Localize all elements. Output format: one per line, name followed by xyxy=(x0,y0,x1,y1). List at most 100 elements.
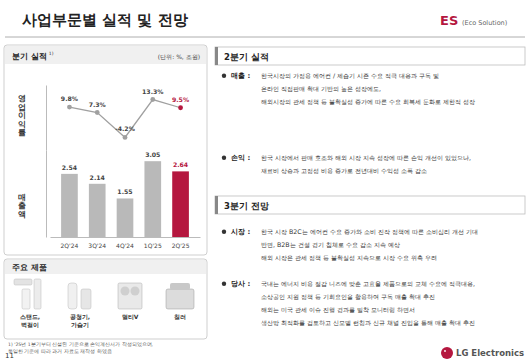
x-tick-label: 2Q'25 xyxy=(172,242,190,249)
chart-header-bg xyxy=(5,46,206,64)
bullet-text: 한국시장의 가정용 에어컨 / 제습기 시즌 수요 적극 대응과 구독 및 xyxy=(261,72,439,79)
logo-mark xyxy=(441,347,453,359)
bar xyxy=(117,198,134,237)
bullet-label: 손익 : xyxy=(231,154,250,162)
footnote: 동일한 기준에 따라 과거 자료도 재작성 하였음 xyxy=(8,349,112,354)
chart-panel xyxy=(4,45,207,255)
icon xyxy=(170,283,190,290)
brand: LG Electronics xyxy=(456,348,524,358)
x-tick: 2Q'25 xyxy=(172,237,190,249)
bullet-text: 한국 시장에서 판매 호조와 해외 시장 지속 성장에 따른 손익 개선이 있었… xyxy=(261,154,471,161)
chart-subtitle: (단위: %, 조원) xyxy=(158,53,200,60)
product-label: 스탠드, xyxy=(20,313,40,320)
marker xyxy=(150,97,155,102)
data-labels: 2.54 2.14 1.55 3.05 2.64 9.8% 7.3% -4.2% 13.3% 9.… xyxy=(61,88,189,196)
background xyxy=(0,0,530,363)
x-tick: 4Q'24 xyxy=(116,237,134,249)
x-tick-label: 2Q'24 xyxy=(61,242,79,249)
bullet-text: 국내는 에너지 비용 절감 니즈에 맞춘 고효율 제품으로의 교체 수요에 적극… xyxy=(261,280,475,287)
bullet-text: 해외는 미국 관세 이슈 진행 경과를 밀착 모니터링 하면서 xyxy=(261,306,415,313)
icon xyxy=(131,287,140,296)
bar-label: 2.54 xyxy=(62,164,78,171)
icon xyxy=(166,289,194,309)
x-tick-label: 3Q'24 xyxy=(88,242,106,249)
bullet-text: 온라인 직접판매 확대 기반의 높은 성장에도, xyxy=(261,85,381,92)
product-label: 공청기, xyxy=(70,313,90,320)
axis-line xyxy=(46,86,47,151)
footnote: 1) '25년 1분기부터 신설된 기준으로 손익계산서가 작성되었으며, xyxy=(8,342,154,347)
title-note: 1) xyxy=(49,51,54,56)
icon xyxy=(68,283,77,309)
line-label: 13.3% xyxy=(142,88,163,95)
bar-label: 2.64 xyxy=(173,161,189,168)
icon xyxy=(81,289,91,309)
x-tick-label: 4Q'24 xyxy=(116,242,134,249)
section-header-box xyxy=(215,47,525,65)
slide: 사업부문별 실적 및 전망ES(Eco Solution)분기 실적1)(단위:… xyxy=(0,0,530,363)
division-full: (Eco Solution) xyxy=(462,19,507,27)
bullet xyxy=(222,282,226,286)
bullet-label: 시장 : xyxy=(231,228,250,236)
product-icons xyxy=(14,279,194,309)
bullet-text: 해외시장의 관세 정책 등 불확실성 증가에 따른 수요 회복세 둔화로 제한적… xyxy=(261,98,475,105)
bars xyxy=(61,161,189,237)
icon xyxy=(118,283,142,309)
bullet-text: 생산망 최적화를 검토하고 신모델 런칭과 신규 채널 진입을 통해 매출 확대… xyxy=(261,319,475,326)
x-tick: 2Q'24 xyxy=(61,237,79,249)
axis-line xyxy=(46,151,47,238)
line xyxy=(69,100,180,138)
bar xyxy=(144,161,161,237)
line-label: 9.8% xyxy=(61,95,78,102)
section-title: 2분기 실적 xyxy=(224,52,269,62)
bar xyxy=(172,171,189,237)
logo-eye xyxy=(444,350,446,352)
x-tick: 3Q'24 xyxy=(88,237,106,249)
x-tick: 1Q'25 xyxy=(144,237,162,249)
products-header-bg xyxy=(5,260,206,274)
bar xyxy=(61,174,78,237)
icon xyxy=(34,279,41,309)
bullet xyxy=(222,230,226,234)
marker xyxy=(95,110,100,115)
series-label: 매출액 xyxy=(18,193,26,219)
bar-label: 3.05 xyxy=(145,151,160,158)
line-label: 9.5% xyxy=(172,96,189,103)
marker xyxy=(178,105,183,110)
product-label: 벽걸이 xyxy=(21,321,39,329)
section-header-box xyxy=(215,196,525,214)
series-label: 영업이익률 xyxy=(18,94,26,137)
icon xyxy=(121,287,130,296)
x-tick-label: 1Q'25 xyxy=(144,242,162,249)
icon xyxy=(14,279,32,285)
bar-label: 2.14 xyxy=(90,174,106,181)
line-series xyxy=(67,97,183,140)
bullet-text: 반면, B2B는 건설 경기 침체로 수요 감소 지속 예상 xyxy=(261,241,400,248)
line-label: -4.2% xyxy=(115,125,135,132)
product-label: 칠러 xyxy=(174,313,186,320)
products-panel xyxy=(4,259,207,339)
section-header-accent xyxy=(215,196,218,214)
section-title: 3분기 전망 xyxy=(224,201,269,211)
y2-axis xyxy=(46,86,47,151)
slide-title: 사업부문별 실적 및 전망 xyxy=(22,11,188,29)
products-title: 주요 제품 xyxy=(12,263,47,272)
page-number: 11 xyxy=(5,352,14,360)
product-label: 가습기 xyxy=(71,321,89,329)
x-axis: 2Q'24 3Q'24 4Q'24 1Q'25 2Q'25 xyxy=(51,237,201,249)
bullet xyxy=(222,74,226,78)
bullet-label: 매출 : xyxy=(231,72,250,80)
bar-label: 1.55 xyxy=(117,188,132,195)
icon xyxy=(22,289,30,309)
bullet-text: 소상공인 지원 정책 등 기회요인을 활용하여 구독 매출 확대 추진 xyxy=(261,293,435,300)
bullet-text: 한국 시장 B2C는 에어컨 수요 증가와 소비 진작 정책에 따른 소비심리 … xyxy=(261,228,478,235)
bullet xyxy=(222,156,226,160)
y-axis xyxy=(46,151,47,238)
bullet-text: 해외 시장은 관세 정책 등 불확실성 지속으로 시장 수요 위축 우려 xyxy=(261,254,437,261)
chart-title: 분기 실적 xyxy=(12,52,47,61)
bar xyxy=(89,184,106,237)
line-label: 7.3% xyxy=(89,101,106,108)
section-header-accent xyxy=(215,47,218,65)
bullet-text: 재료비 상승과 고정성 비용 증가로 전년대비 수익성 소폭 감소 xyxy=(261,167,427,174)
x-axis-line xyxy=(51,237,201,238)
marker xyxy=(123,135,128,140)
